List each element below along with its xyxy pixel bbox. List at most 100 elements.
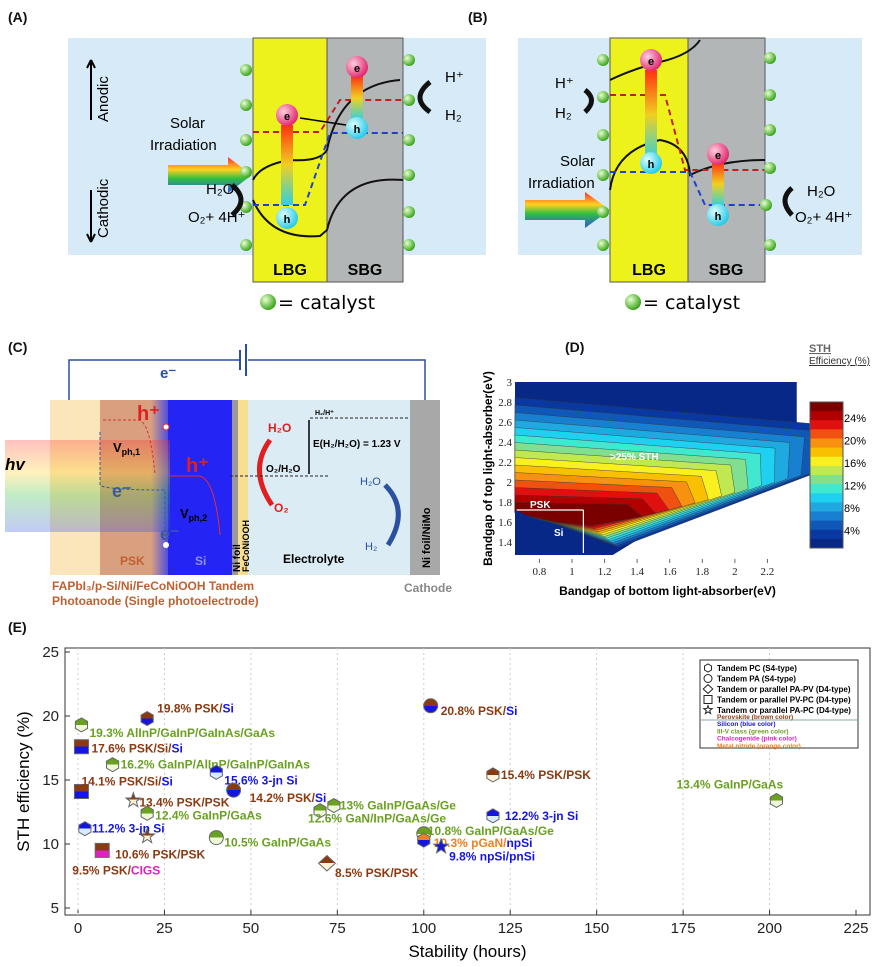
data-point: 19.3% AlInP/GaInP/GaInAs/GaAs bbox=[74, 717, 275, 740]
data-label-segment: 16.2% GaInP/AlInP/GaInP/GaInAs bbox=[121, 758, 311, 772]
anodic-cathodic-axis: Cathodic Anodic bbox=[86, 59, 112, 243]
y-tick-label: 15 bbox=[42, 772, 59, 789]
hole-path bbox=[103, 419, 156, 476]
caption-line-2: Photoanode (Single photoelectrode) bbox=[52, 594, 259, 608]
data-point: 20.8% PSK/Si bbox=[423, 698, 517, 718]
hole-icon bbox=[640, 152, 662, 174]
catalyst-dots bbox=[597, 52, 776, 251]
reaction-arrow bbox=[782, 186, 794, 217]
data-label-segment: 13.4% PSK/PSK bbox=[139, 795, 229, 809]
data-label-segment: Si bbox=[172, 742, 183, 756]
colorbar-swatch bbox=[810, 429, 843, 439]
colorbar-swatch bbox=[810, 438, 843, 449]
hole-icon bbox=[276, 207, 298, 229]
y-tick-label: 10 bbox=[42, 836, 59, 853]
legend-hexagon-icon bbox=[704, 663, 712, 673]
x-tick-label: 200 bbox=[757, 920, 782, 937]
ni-foil bbox=[232, 400, 238, 575]
legend-color-label: III-V class (green color) bbox=[717, 728, 789, 735]
electron-text: e bbox=[648, 56, 654, 68]
x-tick-label: 125 bbox=[498, 920, 523, 937]
data-point: 10.6% PSK/PSK bbox=[115, 827, 206, 861]
data-label: 13.4% PSK/PSK bbox=[139, 795, 229, 809]
colorbar-swatch bbox=[810, 411, 843, 421]
x-tick-label: 0.8 bbox=[533, 566, 547, 578]
excitation-arrow bbox=[281, 125, 293, 205]
electrolyte-region bbox=[248, 400, 410, 575]
data-label-segment: 19.8% PSK/ bbox=[157, 702, 223, 716]
hole-text: h bbox=[648, 159, 655, 171]
colorbar-swatch bbox=[810, 402, 843, 412]
colorbar-swatch bbox=[810, 520, 843, 531]
data-label: 8.5% PSK/PSK bbox=[335, 866, 419, 880]
proton-label: H⁺ bbox=[445, 69, 464, 86]
sbg-absorber bbox=[326, 37, 404, 283]
data-point-marker-diamond bbox=[317, 854, 337, 872]
x-tick-label: 175 bbox=[671, 920, 696, 937]
colorbar-swatch bbox=[810, 502, 843, 512]
data-label: 10.3% pGaN/npSi bbox=[434, 836, 533, 850]
data-label: 19.3% AlInP/GaInP/GaInAs/GaAs bbox=[89, 726, 275, 740]
legend-box bbox=[699, 659, 859, 749]
data-label: 13.4% GaInP/GaAs bbox=[676, 777, 783, 791]
oxidation-arrow bbox=[257, 438, 275, 507]
ni-foil-label: Ni foil bbox=[232, 544, 243, 572]
data-label-segment: 12.2% 3-jn Si bbox=[505, 809, 578, 823]
x-tick-label: 50 bbox=[243, 920, 260, 937]
panel-b: (B) LBG SBG Solar Irradiation e h e h H⁺ bbox=[468, 9, 862, 314]
colorbar-swatch bbox=[810, 493, 843, 503]
data-label-segment: 10.5% GaInP/GaAs bbox=[224, 836, 331, 850]
data-point-marker-star bbox=[138, 827, 156, 844]
y-axis-label: STH efficiency (%) bbox=[14, 711, 33, 851]
catalyst-icon bbox=[625, 294, 641, 310]
y-tick-label: 25 bbox=[42, 644, 59, 661]
water-label: H₂O bbox=[807, 183, 835, 200]
data-point-marker-hexagon bbox=[140, 805, 154, 821]
data-label-segment: 9.8% npSi/pnSi bbox=[449, 850, 535, 864]
hole-path bbox=[170, 475, 221, 536]
data-label-segment: 15.4% PSK/PSK bbox=[501, 768, 591, 782]
data-point: 14.1% PSK/Si/Si bbox=[73, 775, 173, 800]
sth-contour-map bbox=[514, 382, 835, 555]
external-wire bbox=[68, 359, 426, 400]
annotation-si: Si bbox=[554, 528, 564, 539]
cathode-foil-label: Ni foil/NiMo bbox=[421, 507, 433, 568]
data-point-marker-circle bbox=[226, 782, 242, 798]
caption-line-1: FAPbI₃/p-Si/Ni/FeCoNiOOH Tandem bbox=[52, 579, 254, 593]
water-label-cathode: H₂O bbox=[360, 476, 381, 488]
electron-icon bbox=[707, 143, 729, 165]
panel-d-label: (D) bbox=[565, 339, 584, 355]
feconiooh-layer bbox=[238, 400, 248, 575]
data-label-segment: 12.6% GaN/InP/GaAs/Ge bbox=[308, 812, 446, 826]
colorbar-tick-label: 4% bbox=[844, 526, 860, 538]
data-label-segment: 17.6% PSK/Si/ bbox=[91, 742, 172, 756]
annotation-sth: >25% STH bbox=[610, 452, 659, 463]
lbg-label: LBG bbox=[632, 262, 666, 279]
data-point-marker-square bbox=[73, 784, 89, 800]
reaction-arrow bbox=[583, 88, 594, 114]
vph1-label: Vph,1 bbox=[113, 440, 140, 457]
electron-icon bbox=[640, 49, 662, 71]
solar-label-2: Irradiation bbox=[150, 137, 217, 154]
data-label: 9.5% PSK/CIGS bbox=[72, 863, 160, 877]
y-tick-label: 2 bbox=[507, 477, 513, 489]
hole-icon bbox=[707, 204, 729, 226]
data-label: 14.1% PSK/Si/Si bbox=[81, 775, 172, 789]
data-point: 19.8% PSK/Si bbox=[140, 702, 234, 727]
down-arrow-icon bbox=[86, 190, 96, 243]
legend-circle-icon bbox=[703, 674, 713, 683]
catalyst-dots bbox=[240, 54, 415, 251]
x-tick-label: 150 bbox=[584, 920, 609, 937]
data-point: 8.5% PSK/PSK bbox=[317, 854, 419, 880]
data-point-marker-hexagon bbox=[327, 798, 341, 814]
electron-icon bbox=[346, 56, 368, 78]
data-point: 13% GaInP/GaAs/Ge bbox=[327, 798, 456, 814]
wire-electron-label: e⁻ bbox=[160, 365, 176, 382]
data-point-marker-hexagon bbox=[486, 808, 500, 824]
data-point-marker-circle bbox=[423, 698, 439, 714]
oxygen-label: O₂+ 4H⁺ bbox=[795, 209, 853, 226]
hole-text: h bbox=[715, 211, 722, 223]
data-label: 13% GaInP/GaAs/Ge bbox=[340, 799, 456, 813]
colorbar-tick-label: 24% bbox=[844, 413, 866, 425]
si-layer bbox=[168, 400, 232, 575]
